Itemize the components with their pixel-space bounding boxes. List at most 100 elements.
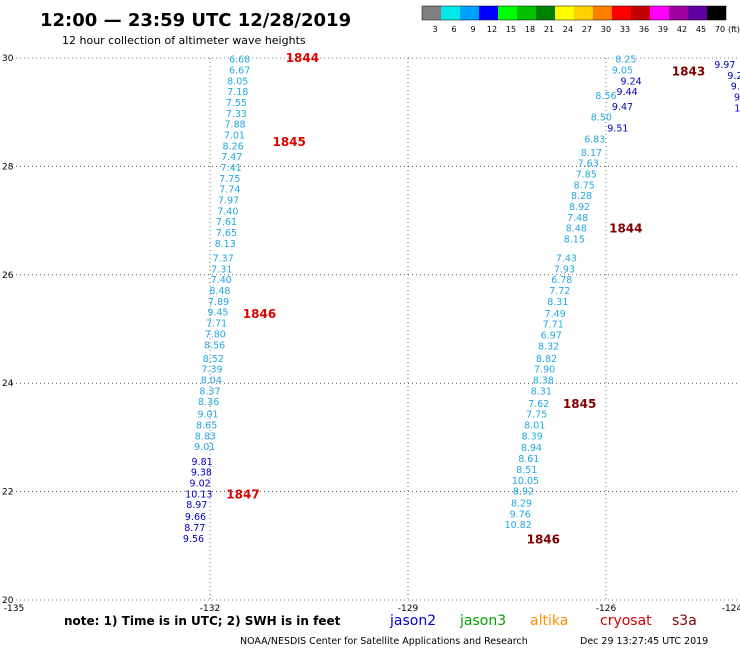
- wave-height-value: 8.92: [513, 487, 534, 498]
- x-tick-label: -124: [722, 604, 740, 614]
- wave-height-value: 7.93: [554, 264, 575, 275]
- wave-height-value: 9.41: [734, 93, 740, 104]
- wave-height-value: 7.55: [226, 98, 247, 109]
- colorbar-legend: 3 6 9 12 15 18 21 24 27 30 33 36 39 42 45 70 (ft): [421, 5, 740, 34]
- wave-height-value: 9.01: [197, 410, 218, 421]
- colorbar-swatch: [498, 6, 517, 20]
- wave-height-value: 8.75: [574, 180, 595, 191]
- wave-height-value: 8.31: [547, 297, 568, 308]
- wave-height-value: 9.05: [612, 65, 633, 76]
- wave-height-value: 8.77: [184, 523, 205, 534]
- satellite-legend: jason2 jason3 altika cryosat s3a: [389, 613, 697, 629]
- wave-height-value: 10.82: [505, 520, 532, 531]
- wave-height-value: 8.28: [571, 191, 592, 202]
- colorbar-swatch: [612, 6, 631, 20]
- wave-height-value: 8.82: [536, 354, 557, 365]
- colorbar-tick-label: 24: [563, 25, 573, 34]
- footer-note: note: 1) Time is in UTC; 2) SWH is in fe…: [64, 614, 341, 628]
- time-label: 1845: [563, 397, 596, 411]
- time-label: 1843: [672, 65, 705, 79]
- colorbar-frame: [421, 5, 727, 21]
- colorbar-swatch: [422, 6, 441, 20]
- wave-height-value: 6.97: [541, 331, 562, 342]
- wave-height-value: 7.41: [221, 163, 242, 174]
- wave-height-value: 7.71: [543, 320, 564, 331]
- data-marks: 6.686.678.057.187.557.337.887.018.267.47…: [183, 51, 740, 546]
- colorbar-swatch: [460, 6, 479, 20]
- wave-height-value: 7.63: [578, 159, 599, 170]
- time-label: 1844: [286, 51, 319, 65]
- wave-height-value: 8.56: [204, 340, 225, 351]
- wave-height-value: 8.04: [201, 375, 222, 386]
- wave-height-value: 7.43: [556, 254, 577, 265]
- chart-title: 12:00 — 23:59 UTC 12/28/2019: [40, 10, 351, 31]
- wave-height-value: 9.66: [185, 512, 206, 523]
- colorbar-swatch: [441, 6, 460, 20]
- wave-height-value: 8.26: [223, 141, 244, 152]
- wave-height-value: 9.22: [727, 71, 740, 82]
- chart-subtitle: 12 hour collection of altimeter wave hei…: [62, 34, 306, 47]
- colorbar-tick-label: 33: [620, 25, 630, 34]
- wave-height-value: 9.24: [621, 76, 642, 87]
- wave-height-value: 6.78: [551, 275, 572, 286]
- wave-height-value: 8.61: [518, 454, 539, 465]
- colorbar-tick-label: 3: [432, 25, 437, 34]
- wave-height-value: 7.33: [226, 109, 247, 120]
- colorbar-tick-label: 27: [582, 25, 592, 34]
- footer-timestamp: Dec 29 13:27:45 UTC 2019: [580, 636, 708, 647]
- wave-height-value: 7.37: [213, 254, 234, 265]
- time-label: 1846: [243, 307, 276, 321]
- wave-height-value: 7.72: [549, 286, 570, 297]
- wave-height-value: 6.68: [229, 55, 250, 66]
- wave-height-value: 9.47: [612, 102, 633, 113]
- legend-cryosat: cryosat: [600, 613, 652, 629]
- wave-height-value: 7.40: [217, 206, 238, 217]
- y-tick-label: 28: [2, 162, 14, 172]
- colorbar-tick-label: 42: [677, 25, 687, 34]
- colorbar-swatch: [479, 6, 498, 20]
- x-tick-label: -129: [398, 604, 419, 614]
- colorbar-tick-label: 15: [506, 25, 516, 34]
- colorbar-swatch: [631, 6, 650, 20]
- y-tick-label: 22: [2, 488, 13, 498]
- time-label: 1845: [272, 135, 305, 149]
- wave-height-value: 7.90: [534, 365, 555, 376]
- y-tick-label: 26: [2, 271, 14, 281]
- wave-height-value: 9.86: [731, 82, 740, 93]
- time-label: 1847: [226, 487, 259, 501]
- wave-height-value: 8.50: [591, 113, 612, 124]
- wave-height-value: 8.48: [209, 286, 230, 297]
- wave-height-value: 7.61: [216, 217, 237, 228]
- wave-height-value: 10.05: [512, 476, 539, 487]
- wave-height-value: 7.39: [201, 365, 222, 376]
- wave-height-value: 7.18: [227, 87, 248, 98]
- wave-height-value: 7.48: [567, 213, 588, 224]
- colorbar-tick-label: 6: [451, 25, 456, 34]
- wave-height-value: 6.83: [584, 134, 605, 145]
- colorbar-tick-label: 45: [696, 25, 706, 34]
- colorbar-tick-label: 18: [525, 25, 535, 34]
- colorbar-tick-label: 39: [658, 25, 668, 34]
- wave-height-value: 7.47: [221, 152, 242, 163]
- wave-height-value: 7.75: [219, 174, 240, 185]
- wave-height-value: 7.80: [205, 329, 226, 340]
- wave-height-value: 8.36: [198, 397, 219, 408]
- wave-height-value: 6.67: [229, 65, 250, 76]
- wave-height-value: 8.01: [524, 420, 545, 431]
- colorbar-swatch: [536, 6, 555, 20]
- wave-height-value: 8.56: [595, 91, 616, 102]
- y-tick-label: 24: [2, 379, 14, 389]
- wave-height-value: 7.74: [219, 185, 240, 196]
- footer-credit: NOAA/NESDIS Center for Satellite Applica…: [240, 636, 528, 647]
- colorbar-tick-label: 9: [470, 25, 475, 34]
- wave-height-value: 8.37: [199, 386, 220, 397]
- wave-height-value: 8.05: [227, 76, 248, 87]
- wave-height-value: 8.52: [203, 354, 224, 365]
- colorbar-swatch: [707, 6, 726, 20]
- wave-height-value: 8.92: [569, 202, 590, 213]
- colorbar-swatch: [517, 6, 536, 20]
- legend-jason3: jason3: [459, 613, 506, 629]
- wave-height-value: 8.65: [196, 420, 217, 431]
- x-tick-label: -132: [200, 604, 220, 614]
